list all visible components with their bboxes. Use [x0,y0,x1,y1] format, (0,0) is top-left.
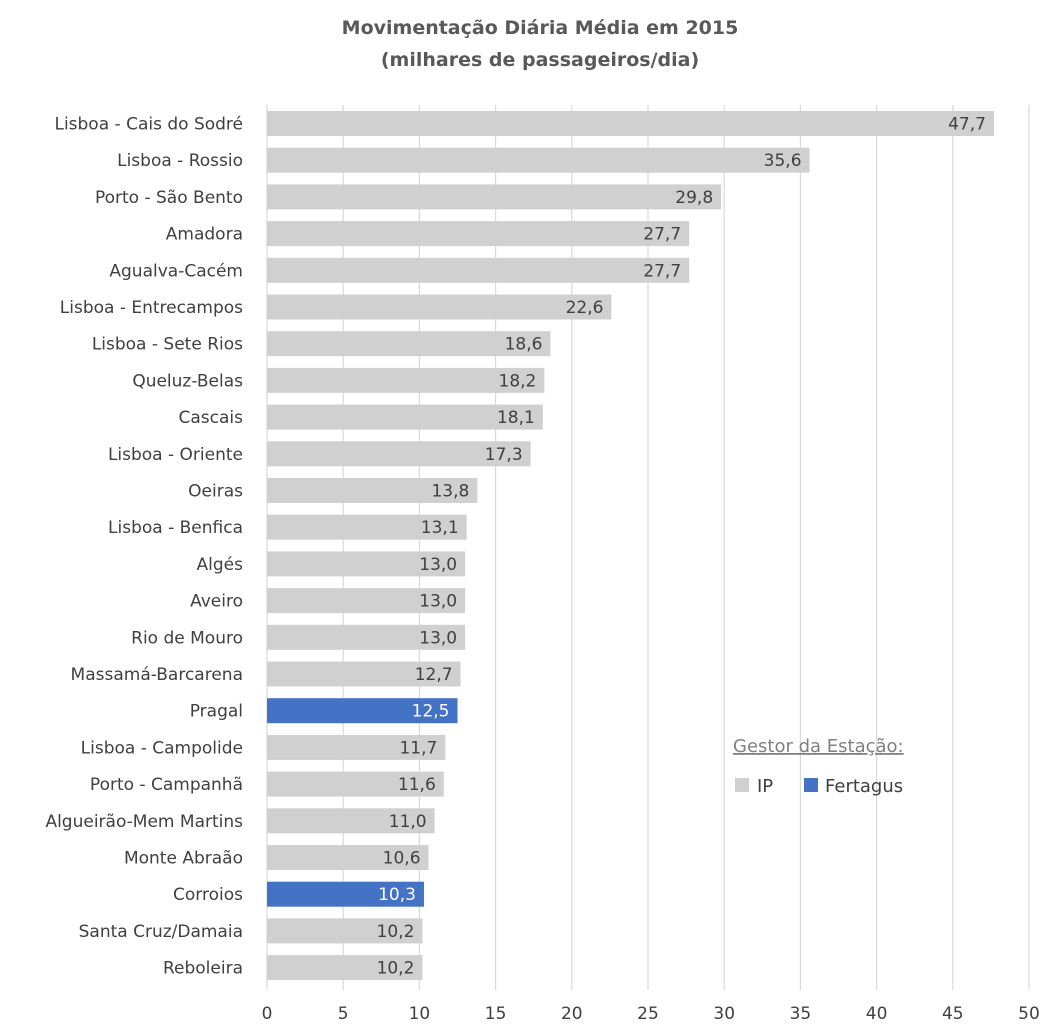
value-label: 27,7 [643,225,681,245]
bar [267,294,612,320]
bar [267,624,466,650]
category-label: Aveiro [190,592,243,612]
bar [267,551,466,577]
value-label: 17,3 [485,445,523,465]
value-label: 13,0 [419,628,457,648]
category-label: Porto - Campanhã [90,775,243,795]
bar [267,367,545,393]
bar [267,257,690,283]
x-tick-label: 50 [1018,1004,1040,1024]
category-label: Lisboa - Entrecampos [60,298,243,318]
category-label: Lisboa - Benfica [108,518,243,538]
value-label: 10,6 [383,849,421,869]
bar [267,514,467,540]
category-label: Rio de Mouro [131,628,243,648]
bar [267,771,444,797]
chart-title-line2: (milhares de passageiros/dia) [381,49,699,71]
bar [267,661,461,687]
category-labels: Lisboa - Cais do Sodré Lisboa - Rossio Por… [45,115,243,979]
category-label: Lisboa - Cais do Sodré [54,115,243,135]
value-label: 12,7 [415,665,453,685]
x-tick-label: 45 [942,1004,964,1024]
bar [267,918,423,944]
category-label: Lisboa - Oriente [108,445,243,465]
x-tick-label: 25 [637,1004,659,1024]
value-label: 11,6 [398,775,436,795]
x-tick-label: 30 [713,1004,735,1024]
value-label: 22,6 [566,298,604,318]
bar [267,698,458,724]
x-axis-tick-labels: 0 5 10 15 20 25 30 35 40 45 50 [262,1004,1040,1024]
bar [267,184,722,210]
value-label: 18,6 [505,335,543,355]
bar [267,881,424,907]
bar [267,955,423,981]
bar [267,404,543,430]
category-label: Algueirão-Mem Martins [45,812,243,832]
legend-swatch-fertagus [804,778,818,792]
value-label: 11,0 [389,812,427,832]
x-tick-label: 0 [262,1004,273,1024]
gridlines [266,105,1030,990]
value-label: 10,3 [378,885,416,905]
legend-label-fertagus: Fertagus [825,776,903,797]
bar [267,147,810,173]
category-label: Porto - São Bento [95,188,243,208]
bar [267,441,531,467]
bar [267,588,466,614]
chart-title-line1: Movimentação Diária Média em 2015 [342,17,739,39]
category-label: Oeiras [188,482,243,502]
bar [267,734,446,760]
bar [267,478,478,503]
x-tick-label: 15 [485,1004,507,1024]
value-label: 11,7 [399,738,437,758]
bars [267,111,994,981]
bar [267,221,690,247]
x-tick-label: 5 [338,1004,349,1024]
x-tick-label: 35 [790,1004,812,1024]
bar [267,111,994,136]
legend-label-ip: IP [757,776,773,797]
category-label: Queluz-Belas [132,371,243,391]
value-label: 47,7 [948,115,986,135]
value-label: 13,0 [419,592,457,612]
category-label: Lisboa - Campolide [81,738,243,758]
x-tick-label: 20 [561,1004,583,1024]
category-label: Cascais [179,408,244,428]
bar [267,845,429,870]
category-label: Pragal [190,702,243,722]
category-label: Lisboa - Rossio [117,151,243,171]
category-label: Massamá-Barcarena [71,665,243,685]
category-label: Santa Cruz/Damaia [79,922,243,942]
category-label: Algés [197,555,244,575]
value-label: 13,8 [431,482,469,502]
legend: Gestor da Estação: IP Fertagus [733,736,904,797]
value-labels: 47,7 35,6 29,8 27,7 27,7 22,6 18,6 18,2 18,1 17,3… [377,115,986,979]
category-label: Lisboa - Sete Rios [92,335,243,355]
value-label: 13,0 [419,555,457,575]
x-tick-label: 10 [409,1004,431,1024]
value-label: 27,7 [643,261,681,281]
bar [267,331,551,357]
category-label: Corroios [173,885,243,905]
value-label: 10,2 [377,922,415,942]
legend-title: Gestor da Estação: [733,736,904,757]
value-label: 29,8 [675,188,713,208]
category-label: Monte Abraão [124,849,243,869]
value-label: 10,2 [377,959,415,979]
x-tick-label: 40 [866,1004,888,1024]
category-label: Amadora [166,225,243,245]
bar [267,808,435,834]
value-label: 18,1 [497,408,535,428]
category-label: Reboleira [163,959,243,979]
value-label: 12,5 [412,702,450,722]
value-label: 18,2 [499,371,537,391]
category-label: Agualva-Cacém [109,261,243,281]
value-label: 13,1 [421,518,459,538]
legend-swatch-ip [735,778,749,792]
value-label: 35,6 [764,151,802,171]
